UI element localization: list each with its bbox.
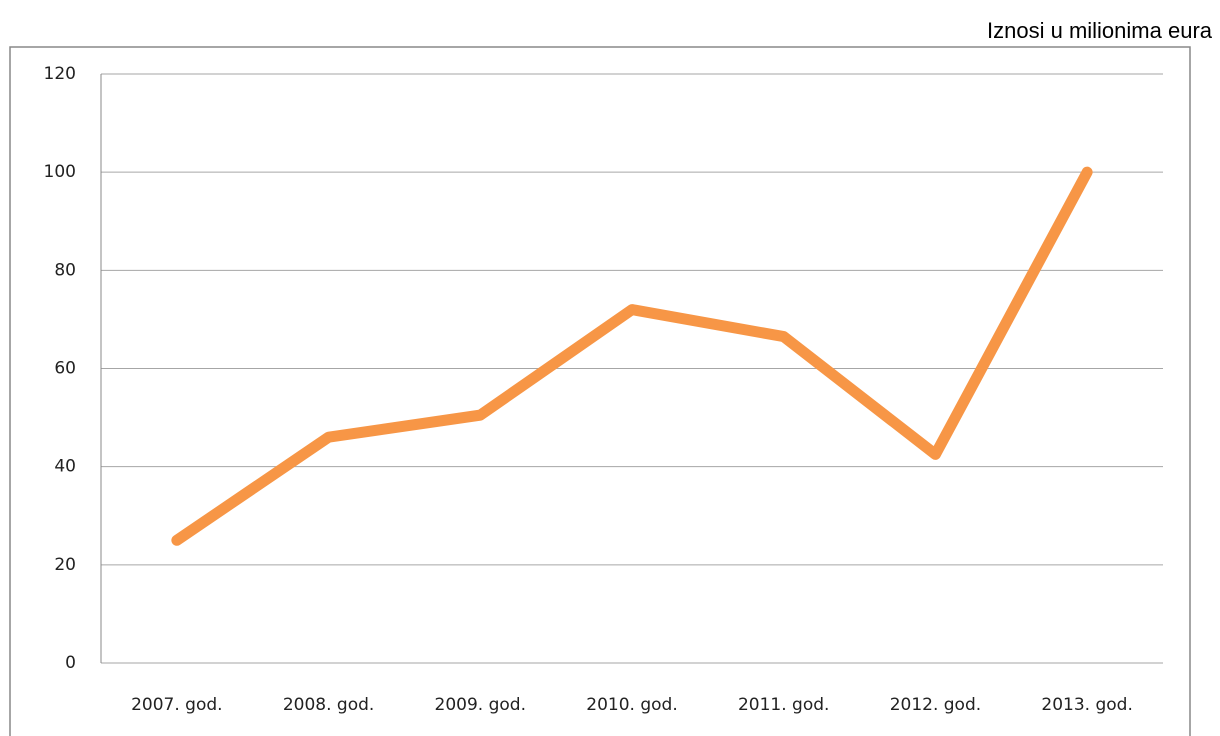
- y-tick-label: 120: [44, 64, 76, 84]
- y-tick-label: 0: [65, 653, 76, 673]
- line-series: [171, 166, 1093, 546]
- x-tick-label: 2009. god.: [435, 695, 526, 715]
- y-tick-label: 20: [54, 555, 76, 575]
- x-tick-label: 2007. god.: [131, 695, 222, 715]
- x-tick-label: 2010. god.: [586, 695, 677, 715]
- annotation: Iznosi u milionima eura: [987, 18, 1213, 43]
- y-tick-label: 60: [54, 359, 76, 379]
- x-tick-label: 2013. god.: [1041, 695, 1132, 715]
- x-tick-label: 2012. god.: [890, 695, 981, 715]
- chart-frame: [9, 46, 1191, 736]
- y-tick-label: 100: [44, 162, 76, 182]
- y-tick-label: 40: [54, 457, 76, 477]
- y-tick-label: 80: [54, 260, 76, 280]
- x-tick-label: 2008. god.: [283, 695, 374, 715]
- x-tick-label: 2011. god.: [738, 695, 829, 715]
